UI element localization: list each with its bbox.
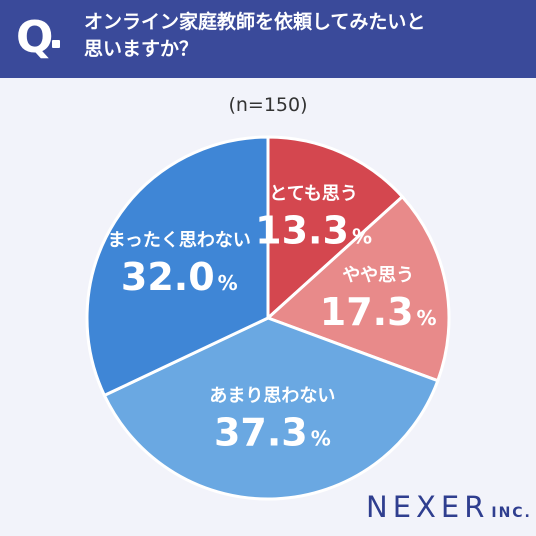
question-line-2: 思いますか？ [84,38,199,60]
slice-value-unit: % [352,224,372,248]
sample-size-label: (n=150) [228,94,307,116]
slice-label: とても思う [269,183,358,204]
pie-slices [85,135,451,501]
slice-label: やや思う [342,265,414,286]
question-line-1: オンライン家庭教師を依頼してみたいと [84,11,426,33]
question-dot [52,40,60,48]
question-text: オンライン家庭教師を依頼してみたいと 思いますか？ [84,9,514,63]
slice-value: 32.0% [121,255,238,299]
pie-slice [266,135,405,322]
slice-value-number: 37.3 [214,410,308,454]
pie-slice [85,135,270,398]
question-header: Q オンライン家庭教師を依頼してみたいと 思いますか？ [0,0,536,78]
pie-slice [102,316,440,501]
nexer-logo: NEXER INC. [366,490,532,524]
slice-value-number: 32.0 [121,255,215,299]
slice-value-number: 13.3 [255,208,349,252]
logo-main: NEXER [366,490,490,524]
slice-label: あまり思わない [209,385,335,406]
logo-sub: INC. [491,505,532,521]
slice-value-number: 17.3 [320,290,414,334]
question-mark: Q [16,12,54,63]
slice-value: 13.3% [255,208,372,252]
slice-value: 17.3% [320,290,437,334]
slice-value-unit: % [311,426,331,450]
slice-value-unit: % [417,306,437,330]
slice-label: まったく思わない [108,230,251,251]
slice-value: 37.3% [214,410,331,454]
slice-value-unit: % [218,271,238,295]
